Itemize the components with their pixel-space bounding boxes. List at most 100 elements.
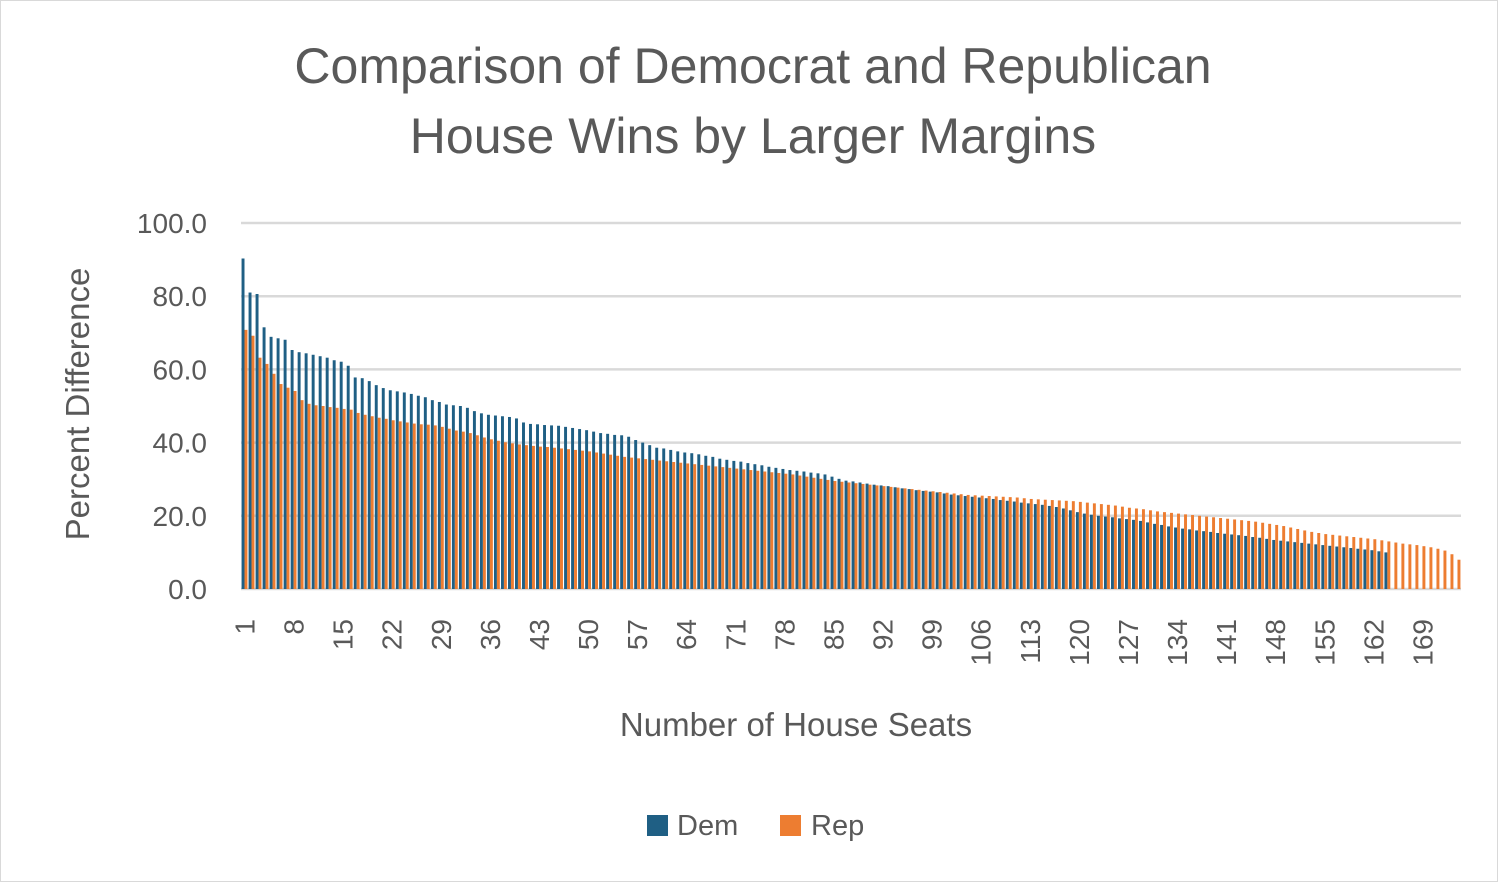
bar-dem <box>1195 530 1199 589</box>
bar-dem <box>1230 534 1234 589</box>
bar-rep <box>1408 544 1412 589</box>
bar-rep <box>1366 538 1370 589</box>
bar-rep <box>1324 534 1328 589</box>
bar-rep <box>1022 498 1026 589</box>
x-tick-label: 106 <box>966 619 997 666</box>
bar-dem <box>781 468 785 589</box>
bar-rep <box>1092 503 1096 589</box>
bar-dem <box>472 411 476 589</box>
bar-dem <box>311 354 315 589</box>
bar-rep <box>1338 535 1342 589</box>
bar-dem <box>1244 535 1248 589</box>
bar-dem <box>893 487 897 589</box>
bar-dem <box>585 430 589 589</box>
bar-dem <box>1026 503 1030 589</box>
bar-dem <box>1328 545 1332 589</box>
bar-dem <box>620 435 624 589</box>
bar-dem <box>486 414 490 589</box>
bar-dem <box>1068 510 1072 589</box>
x-tick-label: 15 <box>328 619 359 650</box>
x-tick-label: 148 <box>1260 619 1291 666</box>
bar-rep <box>665 461 669 589</box>
bar-dem <box>346 365 350 589</box>
bar-dem <box>550 425 554 589</box>
bar-dem <box>704 455 708 589</box>
bar-rep <box>265 363 269 589</box>
bar-rep <box>300 400 304 589</box>
bar-dem <box>515 418 518 589</box>
bar-dem <box>634 440 638 589</box>
bar-rep <box>1148 510 1152 589</box>
x-tick-label: 155 <box>1309 619 1340 666</box>
bar-rep <box>1240 520 1244 589</box>
x-tick-label: 127 <box>1113 619 1144 666</box>
bar-rep <box>959 494 963 589</box>
y-tick-label: 80.0 <box>153 281 208 312</box>
bar-rep <box>349 409 353 589</box>
x-axis-ticks: 1 8 15 22 29 36 43 50 57 64 71 78 85 92 99 106 113 120 127… <box>230 619 1439 666</box>
bar-dem <box>886 486 890 589</box>
bar-dem <box>879 485 883 589</box>
bar-rep <box>994 496 998 589</box>
legend-swatch-dem <box>647 815 668 836</box>
bar-rep <box>714 466 718 589</box>
bar-dem <box>949 494 953 589</box>
bar-rep <box>1359 537 1363 589</box>
bar-rep <box>854 483 858 589</box>
bar-rep <box>440 426 444 589</box>
bar-dem <box>430 400 434 589</box>
bar-dem <box>325 357 329 589</box>
bar-dem <box>1132 519 1135 589</box>
bar-dem <box>1216 533 1220 589</box>
bar-dem <box>522 422 525 589</box>
legend-label-dem: Dem <box>677 810 738 842</box>
bar-rep <box>1015 497 1019 589</box>
bar-rep <box>1282 526 1286 589</box>
bar-dem <box>339 361 343 589</box>
bar-rep <box>496 440 500 589</box>
bar-rep <box>1134 508 1138 589</box>
bar-dem <box>1040 504 1044 589</box>
bar-rep <box>328 407 332 589</box>
bar-rep <box>707 465 711 589</box>
bar-rep <box>651 459 655 589</box>
bar-dem <box>942 493 946 589</box>
chart-title: Comparison of Democrat and Republican Ho… <box>294 38 1211 164</box>
bar-rep <box>938 492 942 589</box>
bar-rep <box>314 405 318 589</box>
bar-rep <box>1184 514 1187 589</box>
bar-rep <box>637 458 641 589</box>
bar-rep <box>1233 519 1237 589</box>
bar-rep <box>272 373 276 589</box>
bar-dem <box>774 467 778 589</box>
bar-dem <box>360 378 364 589</box>
bar-rep <box>581 450 584 589</box>
bar-rep <box>419 424 423 589</box>
bar-rep <box>321 406 325 589</box>
bar-rep <box>882 486 886 589</box>
bar-rep <box>503 442 507 589</box>
bar-rep <box>1120 506 1124 589</box>
bar-dem <box>1265 538 1269 589</box>
bar-rep <box>510 443 514 589</box>
bar-dem <box>493 415 497 589</box>
bar-rep <box>777 472 781 589</box>
bar-dem <box>921 490 925 589</box>
bar-dem <box>262 327 266 589</box>
bar-dem <box>1181 528 1185 589</box>
bar-dem <box>276 338 280 589</box>
bar-rep <box>1352 537 1356 589</box>
x-tick-label: 134 <box>1162 619 1193 666</box>
x-tick-label: 78 <box>769 619 800 650</box>
bar-dem <box>851 481 855 589</box>
bar-dem <box>1019 502 1023 589</box>
bar-dem <box>1139 520 1142 589</box>
bar-rep <box>868 484 872 589</box>
bar-rep <box>1380 540 1384 589</box>
bar-rep <box>1043 499 1047 589</box>
bar-rep <box>1191 515 1194 589</box>
bar-dem <box>283 339 287 589</box>
bar-rep <box>1394 542 1398 589</box>
bar-dem <box>1209 531 1213 589</box>
bar-rep <box>1113 505 1117 589</box>
